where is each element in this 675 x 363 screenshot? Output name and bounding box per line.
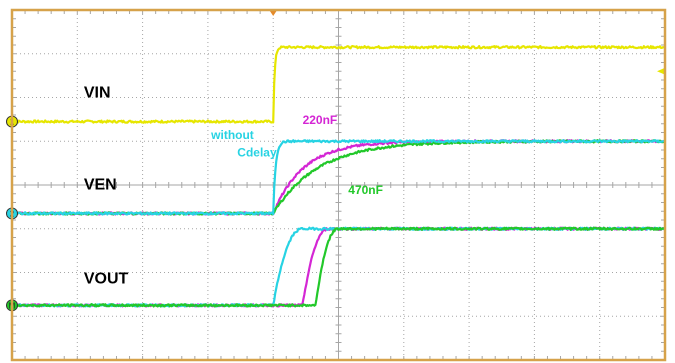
annotation-c470: 470nF xyxy=(348,183,383,197)
annotation-vout: VOUT xyxy=(84,270,129,287)
trace-0 xyxy=(11,45,666,124)
annotation-wo2: Cdelay xyxy=(237,146,277,160)
ch1-level-marker xyxy=(657,68,664,75)
annotation-wo1: without xyxy=(210,128,254,142)
annotation-vin: VIN xyxy=(84,85,111,102)
annotation-ven: VEN xyxy=(84,176,117,193)
trace-6 xyxy=(11,226,666,308)
trigger-marker xyxy=(269,10,278,16)
annotation-c220: 220nF xyxy=(303,113,338,127)
traces xyxy=(11,45,666,308)
plot-frame xyxy=(10,8,667,362)
trace-3 xyxy=(11,139,666,216)
annotations: VIN VEN VOUT 220nF 470nF without Cdelay xyxy=(84,85,383,288)
